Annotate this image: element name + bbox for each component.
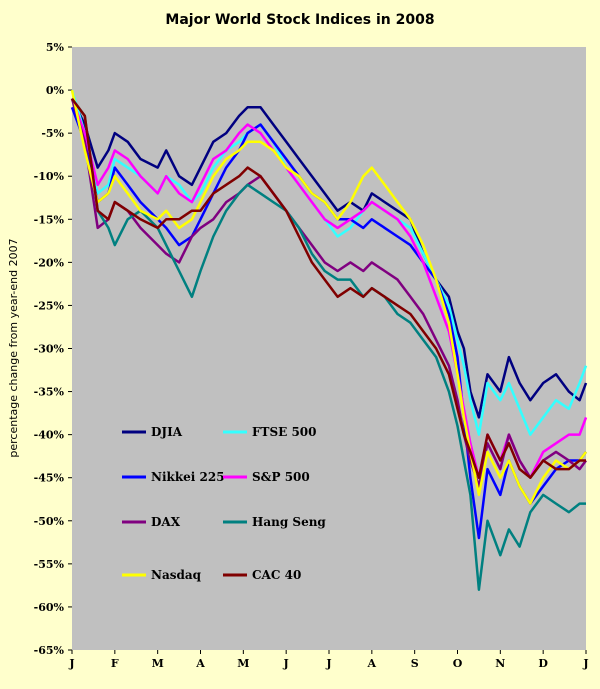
legend-label: S&P 500 (252, 470, 310, 484)
y-tick-label: -5% (41, 127, 64, 140)
legend-label: Hang Seng (252, 515, 326, 529)
series-lines (70, 89, 588, 591)
x-tick-label: A (195, 657, 205, 670)
y-tick-label: -30% (34, 343, 65, 356)
y-tick-label: -40% (34, 429, 65, 442)
series-line-hang-seng (70, 97, 586, 591)
x-tick-label: J (283, 657, 289, 670)
y-axis-label: percentage change from year-end 2007 (7, 238, 20, 457)
y-tick-label: -55% (34, 558, 65, 571)
plot-area (72, 47, 586, 650)
y-tick-label: -50% (34, 515, 65, 528)
series-line-nasdaq (70, 89, 588, 505)
x-tick-label: M (237, 657, 249, 670)
legend-label: Nasdaq (151, 568, 202, 582)
y-tick-label: -10% (34, 170, 65, 183)
series-line-djia (70, 98, 588, 419)
chart-title: Major World Stock Indices in 2008 (165, 12, 434, 28)
y-tick-label: -45% (34, 472, 65, 485)
x-tick-label: A (367, 657, 377, 670)
legend-label: FTSE 500 (252, 425, 317, 439)
legend-label: DAX (151, 515, 181, 529)
x-tick-label: S (411, 657, 419, 670)
y-tick-label: -25% (34, 299, 65, 312)
x-tick-label: M (152, 657, 164, 670)
y-tick-label: -20% (34, 256, 65, 269)
legend-label: DJIA (151, 425, 183, 439)
legend-label: Nikkei 225 (151, 470, 225, 484)
legend-label: CAC 40 (252, 568, 301, 582)
x-tick-label: J (68, 657, 74, 670)
x-tick-label: J (582, 657, 588, 670)
x-tick-label: D (538, 657, 548, 670)
x-tick-label: O (453, 657, 463, 670)
series-line-cac-40 (70, 97, 586, 479)
y-tick-label: -15% (34, 213, 65, 226)
legend: DJIA FTSE 500 Nikkei 225 S&P 500 DAX Hang Sen… (122, 425, 326, 582)
y-tick-label: -60% (34, 601, 65, 614)
x-tick-label: F (111, 657, 119, 670)
x-tick-label: N (495, 657, 505, 670)
y-tick-label: 0% (46, 84, 65, 97)
y-tick-label: -35% (34, 386, 65, 399)
y-tick-label: 5% (46, 41, 65, 54)
y-axis: 5% 0% -5% -10% -15% -20% -25% -30% -35% -40% -45% -… (34, 41, 72, 657)
x-tick-label: J (325, 657, 331, 670)
y-tick-label: -65% (34, 644, 65, 657)
